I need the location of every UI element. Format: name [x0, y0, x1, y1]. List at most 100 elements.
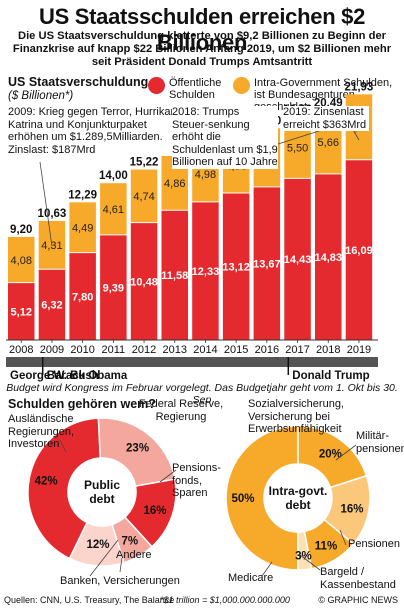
label-total-2009: 10,63	[38, 208, 67, 220]
label-total-2012: 15,22	[130, 157, 159, 169]
bar-public-2016	[253, 186, 281, 340]
label-total-2019: 21,93	[345, 81, 374, 93]
year-label-2017: 2017	[285, 344, 309, 356]
year-label-2016: 2016	[255, 344, 279, 356]
label-pensions: Pensionen	[348, 538, 400, 550]
bar-public-2008	[8, 282, 35, 340]
label-total-2010: 12,29	[68, 189, 97, 201]
legend-unit: ($ Billionen*)	[8, 90, 74, 102]
bar-public-2017	[284, 178, 311, 340]
intragov-pct-1: 20%	[319, 449, 342, 461]
president-trump: Donald Trump	[292, 370, 369, 382]
intragov-center-label: debt	[285, 498, 310, 512]
label-public-2008: 5,12	[11, 306, 32, 318]
debt-section-title: Schulden gehören wem?	[8, 397, 156, 411]
page-title: US Staatsschulden erreichen $2 Billionen	[38, 4, 366, 55]
year-label-2008: 2008	[9, 344, 33, 356]
label-public-2010: 7,80	[72, 291, 93, 303]
label-fed: Federal Reserve, Regierung	[138, 398, 224, 423]
page-subtitle: Die US Staatsverschuldung kletterte von …	[12, 30, 392, 68]
bar-intragov-2008	[8, 236, 35, 283]
public-swatch-icon	[148, 77, 165, 94]
label-public-2012: 10,48	[130, 276, 158, 288]
legend-public: Öffentliche Schulden	[148, 77, 230, 101]
label-medicare: Medicare	[228, 572, 274, 584]
label-intragov-2008: 4,08	[11, 255, 32, 267]
budget-note: Budget wird Kongress im Februar vorgeleg…	[6, 382, 398, 406]
pie-leader-line	[159, 469, 177, 483]
year-label-2019: 2019	[347, 344, 371, 356]
label-cash: Bargeld / Kassenbestand	[320, 566, 396, 591]
annotation-pointer	[39, 161, 53, 247]
intragov-hole	[264, 464, 332, 532]
term-band	[6, 357, 378, 367]
label-public-2017: 14,43	[284, 254, 312, 266]
label-intragov-2009: 4,31	[41, 240, 62, 252]
year-label-2018: 2018	[316, 344, 340, 356]
bar-intragov-2012	[130, 169, 158, 223]
source-text: Quellen: CNN, U.S. Treasury, The Balance	[4, 595, 175, 605]
public-pct-4: 12%	[86, 539, 109, 551]
label-public-2014: 12,33	[192, 266, 220, 278]
public-center-label: Public	[84, 478, 120, 492]
annotation-2018: 2018: Trumps Steuer-senkung erhöht die S…	[172, 106, 278, 169]
bar-public-2015	[222, 193, 250, 340]
pie-leader-line	[335, 444, 357, 461]
year-label-2009: 2009	[40, 344, 64, 356]
president-obama: Barack Obama	[47, 370, 128, 382]
bar-public-2019	[345, 159, 373, 340]
legend-title: US Staatsverschuldung	[8, 75, 149, 89]
annotation-2019: 2019: Zinsenlast erreicht $363Mrd	[283, 106, 369, 131]
year-label-2011: 2011	[102, 344, 126, 356]
bar-public-2011	[100, 234, 127, 340]
label-intragov-2017: 5,50	[287, 143, 308, 155]
label-public-2016: 13,67	[253, 258, 281, 270]
year-label-2012: 2012	[132, 344, 156, 356]
bar-public-2018	[315, 173, 342, 340]
pie-leader-line	[339, 529, 347, 546]
public-pct-1: 23%	[126, 442, 149, 454]
label-public-2018: 14,83	[314, 252, 342, 264]
label-foreign: Ausländische Regierungen, Investoren	[8, 413, 75, 450]
bar-intragov-2010	[69, 202, 96, 253]
bar-public-2010	[69, 252, 96, 340]
legend-public-label: Öffentliche Schulden	[169, 77, 222, 101]
label-intragov-2012: 4,74	[133, 191, 154, 203]
bar-public-2012	[130, 222, 158, 340]
label-other: Andere	[116, 549, 152, 561]
label-public-2015: 13,12	[222, 262, 250, 274]
year-label-2015: 2015	[224, 344, 248, 356]
label-total-2011: 14,00	[99, 170, 128, 182]
label-public-2013: 11,58	[161, 270, 188, 282]
label-pension: Pensions-fonds, Sparen	[172, 462, 221, 499]
year-label-2010: 2010	[70, 344, 94, 356]
label-public-2009: 6,32	[41, 300, 62, 312]
public-pct-3: 7%	[122, 536, 139, 548]
pie-leader-line	[59, 439, 67, 453]
bar-public-2009	[38, 269, 66, 340]
label-intragov-2010: 4,49	[72, 222, 93, 234]
label-intragov-2014: 4,98	[195, 169, 216, 181]
president-bush: George W. Bush	[10, 370, 99, 382]
label-intragov-2018: 5,66	[318, 137, 339, 149]
intragov-pct-3: 11%	[315, 540, 337, 552]
intragov-pct-2: 16%	[341, 503, 364, 515]
public-pct-0: 42%	[35, 476, 58, 488]
year-label-2013: 2013	[163, 344, 187, 356]
label-military: Militär-pensionen	[356, 430, 404, 455]
annotation-2009: 2009: Krieg gegen Terror, Hurrikan Katri…	[8, 106, 178, 156]
public-hole	[68, 458, 136, 526]
intragov-center-label: Intra-govt.	[269, 484, 328, 498]
bar-public-2014	[192, 201, 219, 340]
label-public-2019: 16,09	[345, 245, 373, 257]
legend-intragov: Intra-Government Schulden, ist Bundesage…	[233, 77, 401, 113]
intragov-pct-4: 3%	[295, 551, 312, 563]
credit-text: © GRAPHIC NEWS	[318, 595, 398, 605]
year-label-2014: 2014	[193, 344, 217, 356]
footnote-text: *$1 trillion = $1,000.000.000.000	[160, 595, 290, 605]
label-public-2011: 9,39	[103, 282, 124, 294]
pie-leader-line	[89, 539, 119, 577]
pie-leader-line	[299, 554, 321, 571]
label-social: Sozialversicherung, Versicherung bei Erw…	[248, 398, 344, 435]
